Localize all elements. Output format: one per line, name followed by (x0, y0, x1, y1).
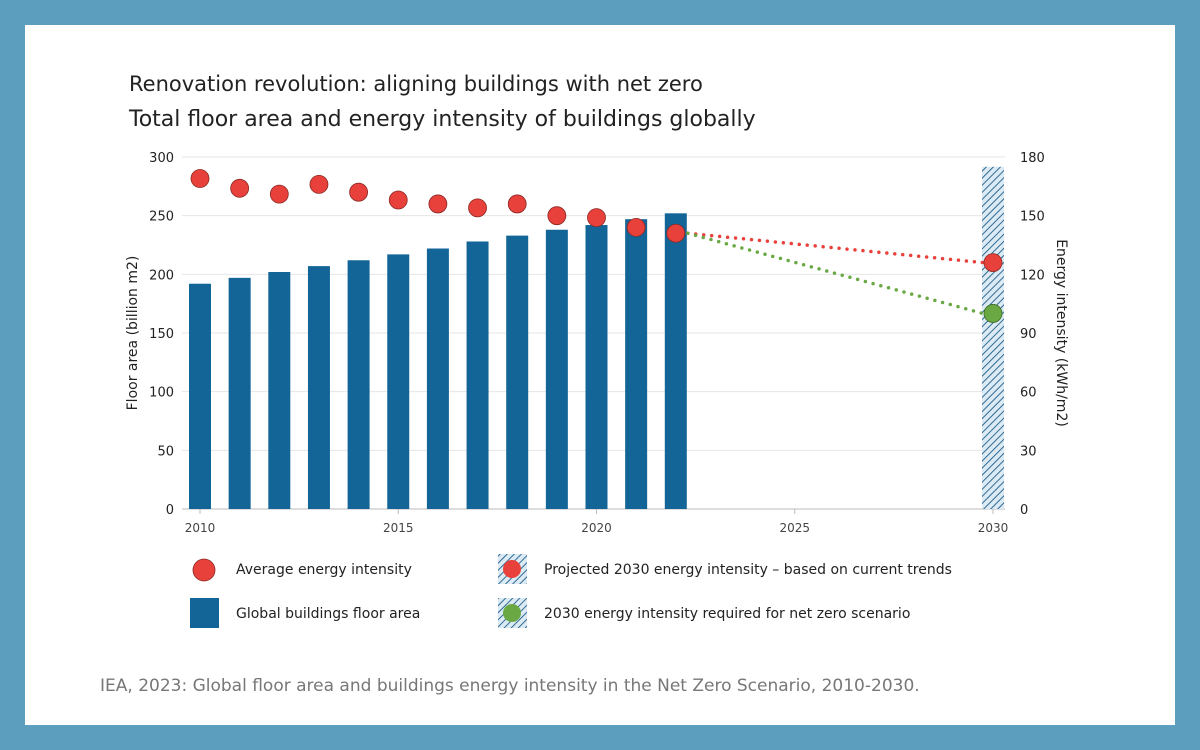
bar-floor-area (625, 219, 648, 510)
chart-title: Renovation revolution: aligning building… (129, 72, 703, 96)
bar-floor-area (466, 241, 489, 510)
point-energy-intensity (626, 217, 646, 237)
y2-tick-label: 120 (1020, 268, 1045, 283)
y-tick-label: 250 (149, 210, 174, 225)
y-tick-label: 300 (149, 151, 174, 166)
x-tick-label: 2025 (779, 521, 810, 535)
legend-marker-netzero (503, 604, 521, 622)
point-projected-2030 (983, 253, 1003, 273)
legend: Average energy intensity Global building… (190, 554, 952, 628)
x-tick-label: 2015 (383, 521, 414, 535)
source-note: IEA, 2023: Global floor area and buildin… (100, 676, 920, 696)
bar-floor-area (387, 254, 410, 509)
point-net-zero-2030 (983, 304, 1003, 323)
projection-band (982, 166, 1004, 509)
point-energy-intensity (507, 194, 527, 214)
bar-floor-area (426, 248, 449, 509)
legend-marker-floor-area (190, 598, 219, 628)
trend-line-net-zero (686, 231, 985, 316)
y-tick-label: 150 (149, 327, 174, 342)
y-axis-label: Floor area (billion m2) (125, 256, 141, 411)
bar-floor-area (545, 229, 568, 509)
bar-floor-area (506, 235, 529, 509)
point-energy-intensity (230, 178, 250, 198)
legend-marker-average (192, 558, 216, 582)
bar-floor-area (189, 283, 211, 509)
y2-tick-label: 90 (1020, 327, 1037, 342)
point-energy-intensity (349, 182, 369, 202)
x-tick-label: 2010 (185, 521, 216, 535)
legend-label-floor-area: Global buildings floor area (236, 606, 420, 622)
point-energy-intensity (547, 206, 567, 226)
y2-tick-label: 0 (1020, 503, 1028, 518)
bar-floor-area (664, 213, 687, 509)
point-energy-intensity (587, 208, 606, 228)
y2-tick-label: 60 (1020, 386, 1037, 401)
trend-line-projected (686, 231, 985, 265)
legend-label-projected: Projected 2030 energy intensity – based … (544, 562, 952, 578)
point-energy-intensity (309, 174, 329, 194)
point-energy-intensity (190, 169, 210, 188)
point-energy-intensity (269, 184, 289, 204)
y2-tick-label: 150 (1020, 210, 1045, 225)
point-energy-intensity (428, 194, 448, 214)
y2-tick-label: 30 (1020, 444, 1037, 459)
bar-floor-area (268, 271, 291, 509)
bar-floor-area (585, 225, 608, 509)
y-tick-label: 50 (157, 444, 174, 459)
y2-tick-label: 180 (1020, 151, 1045, 166)
point-energy-intensity (666, 223, 686, 243)
y-tick-label: 0 (166, 503, 174, 518)
chart-subtitle: Total floor area and energy intensity of… (129, 107, 756, 132)
bar-floor-area (307, 266, 330, 509)
x-tick-label: 2030 (978, 521, 1009, 535)
legend-label-average: Average energy intensity (236, 562, 412, 578)
point-energy-intensity (388, 190, 408, 210)
y-tick-label: 100 (149, 386, 174, 401)
bar-floor-area (347, 260, 370, 509)
y-tick-label: 200 (149, 268, 174, 283)
legend-marker-projected (503, 560, 521, 578)
point-energy-intensity (468, 198, 487, 218)
legend-label-netzero: 2030 energy intensity required for net z… (544, 606, 910, 622)
bar-floor-area (228, 277, 251, 509)
x-tick-label: 2020 (581, 521, 612, 535)
y2-axis-label: Energy intensity (kWh/m2) (1053, 239, 1069, 427)
